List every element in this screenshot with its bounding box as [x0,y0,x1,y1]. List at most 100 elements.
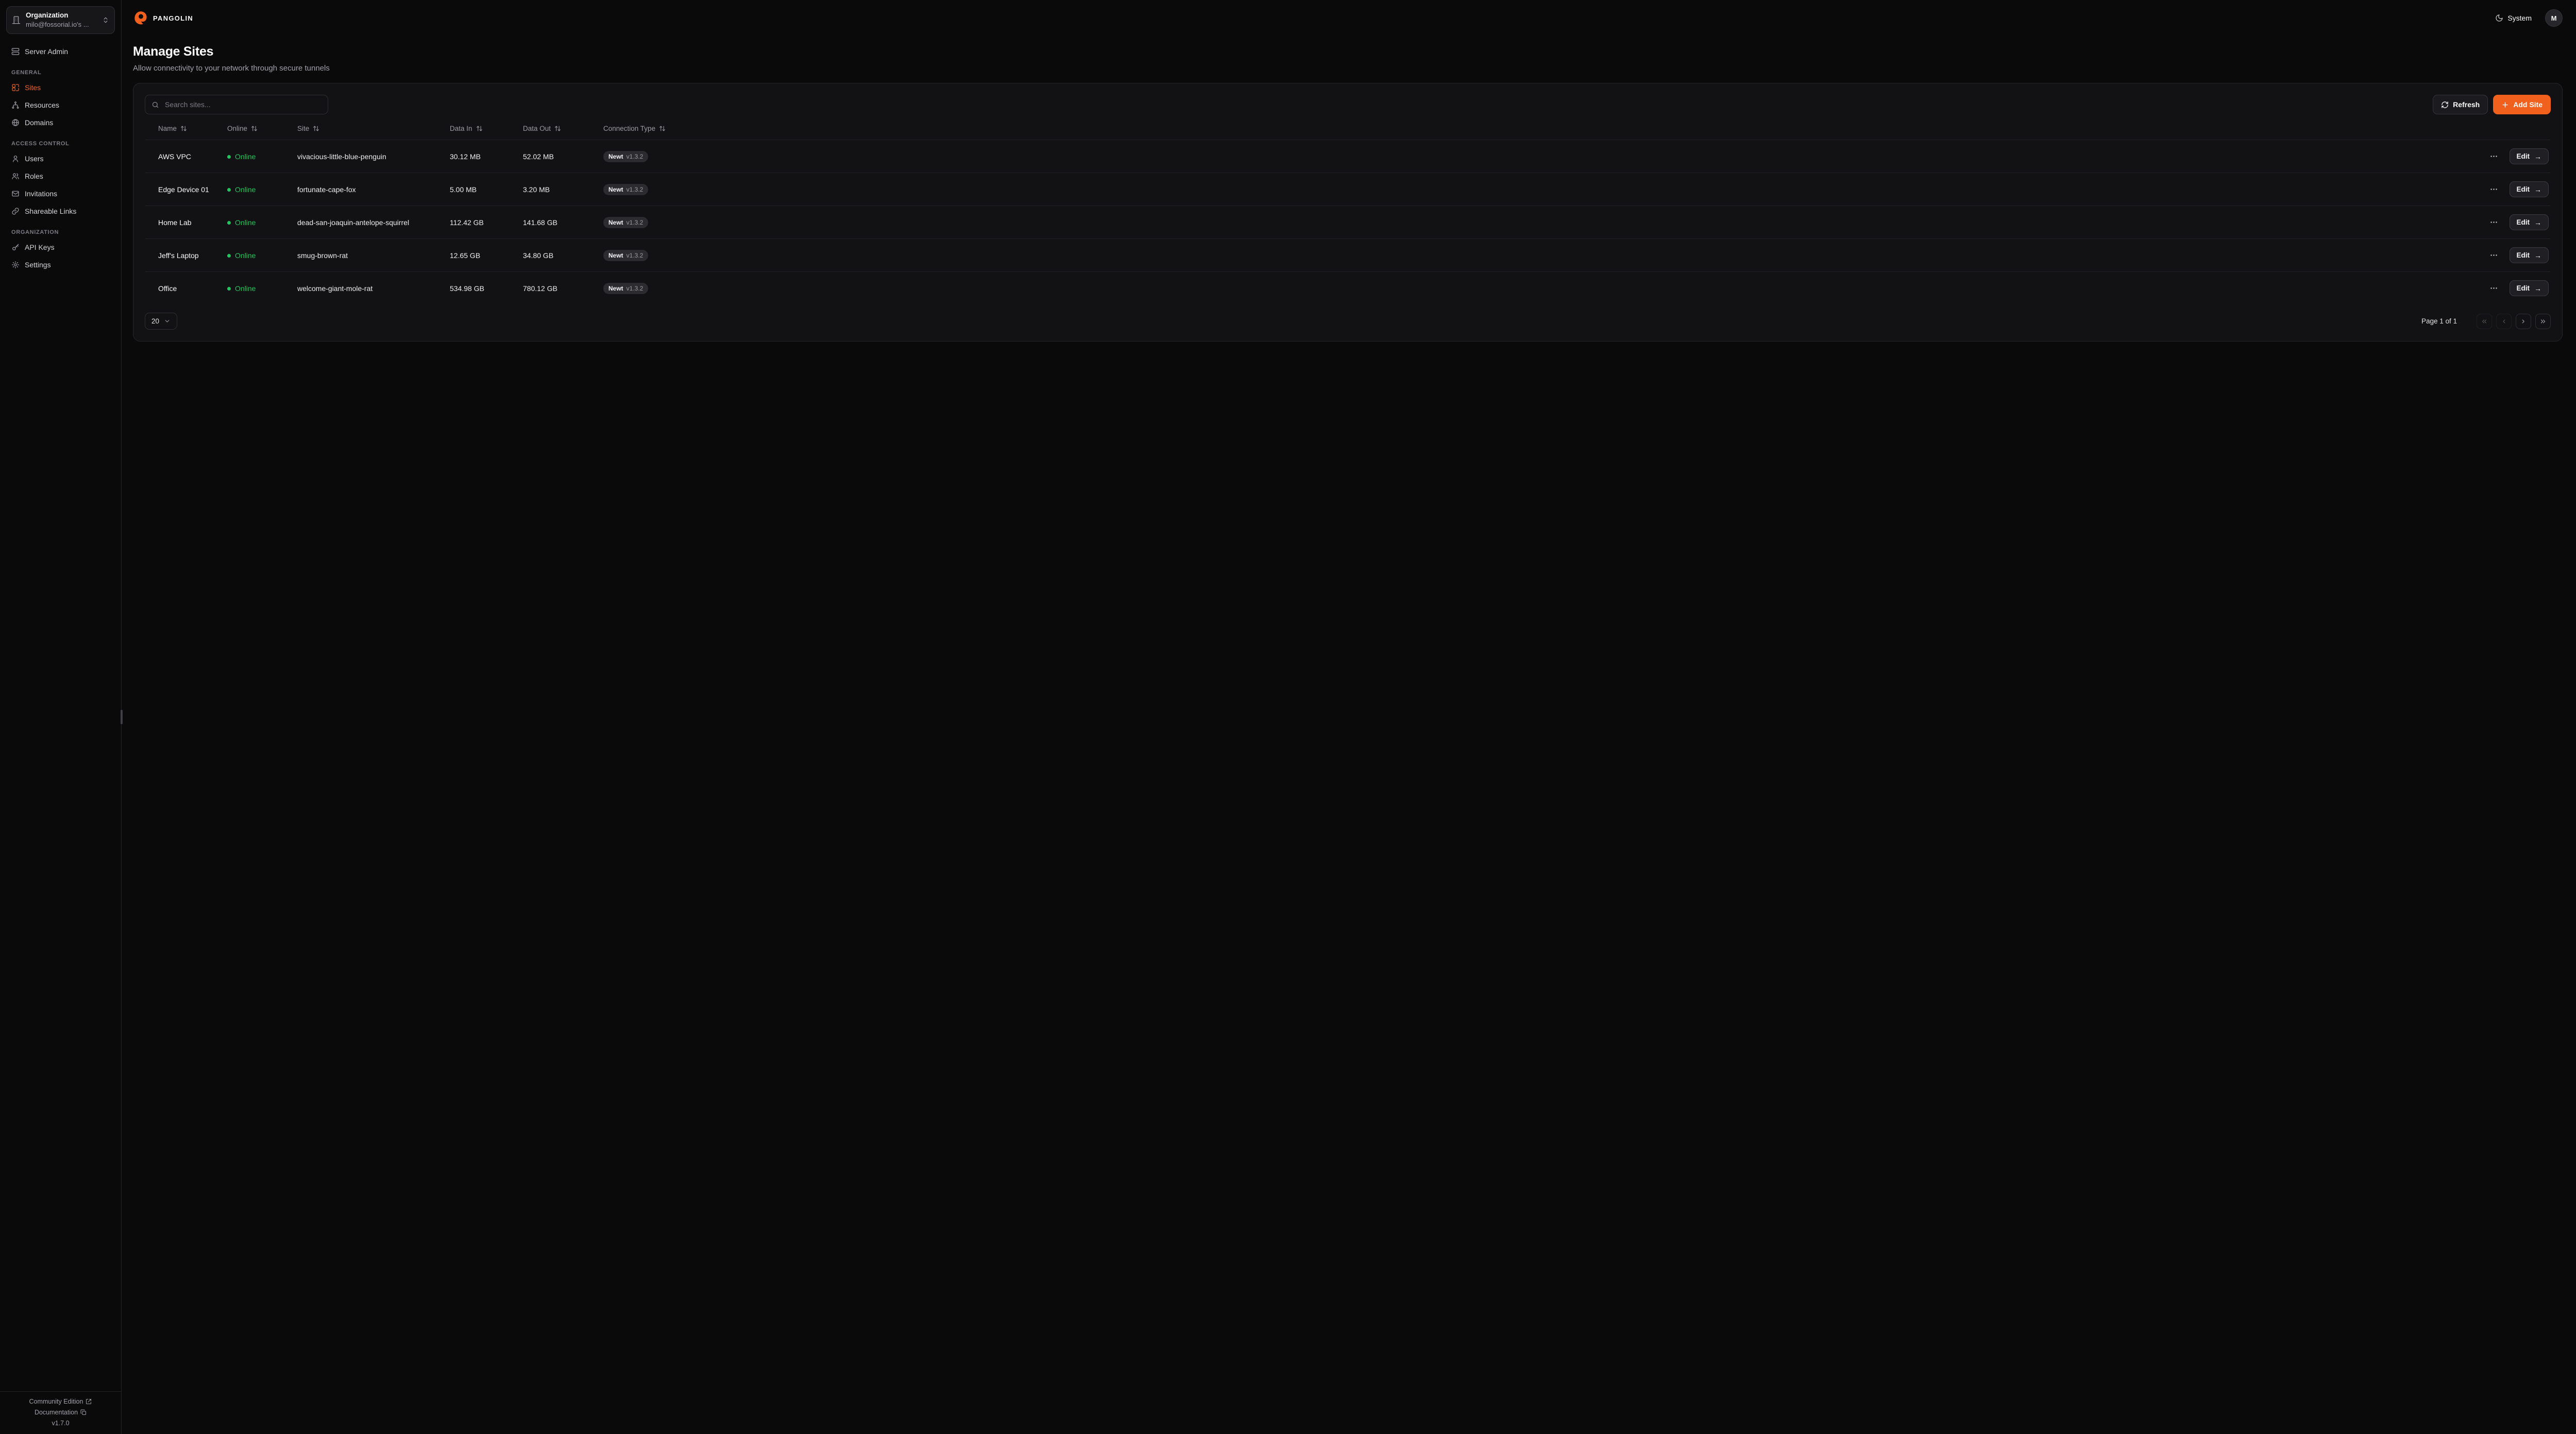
row-menu-button[interactable] [2487,183,2500,196]
sidebar-item-resources[interactable]: Resources [6,97,115,113]
sort-site-button[interactable]: Site [297,125,319,132]
ellipsis-icon [2490,156,2497,157]
connection-version: v1.3.2 [626,284,643,292]
add-site-button[interactable]: Add Site [2493,95,2551,114]
sidebar-resize-handle[interactable] [121,710,123,724]
sort-icon [251,126,257,131]
row-menu-button[interactable] [2487,150,2500,163]
sidebar-item-label: Server Admin [25,47,69,56]
edit-button[interactable]: Edit → [2509,280,2549,296]
site-slug: welcome-giant-mole-rat [297,284,373,293]
row-menu-button[interactable] [2487,282,2500,295]
sidebar-item-label: Users [25,154,44,163]
online-label: Online [235,284,256,293]
column-header-data-out: Data Out [523,125,551,132]
sort-icon [555,126,561,131]
edit-button[interactable]: Edit → [2509,181,2549,197]
globe-icon [12,119,19,126]
page-size-select[interactable]: 20 [145,313,178,330]
row-menu-button[interactable] [2487,216,2500,229]
site-name: Home Lab [158,218,192,227]
brand-name: PANGOLIN [153,14,194,22]
sidebar-item-server-admin[interactable]: Server Admin [6,43,115,60]
edit-label: Edit [2516,218,2530,226]
row-menu-button[interactable] [2487,249,2500,262]
table-row: Office Online welcome-giant-mole-rat 534… [145,271,2551,305]
previous-page-button[interactable] [2496,313,2512,329]
chevrons-up-down-icon [104,17,108,23]
avatar[interactable]: M [2545,9,2563,27]
column-header-data-in: Data In [450,125,472,132]
sidebar-item-invitations[interactable]: Invitations [6,185,115,202]
org-text: Organization milo@fossorial.io's ... [26,11,97,29]
data-in-value: 534.98 GB [450,284,484,293]
chevron-left-icon [2503,319,2505,323]
connection-type-badge: Newt v1.3.2 [603,282,649,294]
connection-name: Newt [608,218,623,226]
sort-data-in-button[interactable]: Data In [450,125,483,132]
online-status: Online [227,185,256,194]
page-title: Manage Sites [133,44,214,59]
plus-icon [2502,101,2508,108]
online-label: Online [235,218,256,227]
sort-online-button[interactable]: Online [227,125,258,132]
sidebar-item-roles[interactable]: Roles [6,168,115,184]
sort-connection-type-button[interactable]: Connection Type [603,125,666,132]
column-header-online: Online [227,125,248,132]
site-name: Edge Device 01 [158,185,209,194]
ellipsis-icon [2490,221,2497,223]
community-edition-link[interactable]: Community Edition [29,1398,92,1405]
sidebar-item-domains[interactable]: Domains [6,114,115,131]
connection-name: Newt [608,251,623,259]
page-subtitle: Allow connectivity to your network throu… [133,64,330,73]
last-page-button[interactable] [2535,313,2551,329]
sidebar-footer: Community Edition Documentation v1.7.0 [0,1391,121,1434]
edit-button[interactable]: Edit → [2509,214,2549,230]
refresh-label: Refresh [2453,100,2480,109]
org-picker[interactable]: Organization milo@fossorial.io's ... [6,6,115,34]
refresh-button[interactable]: Refresh [2433,95,2488,114]
brand[interactable]: PANGOLIN [133,10,193,26]
topbar-right: System M [2492,9,2563,27]
arrow-right-icon: → [2534,284,2541,293]
user-icon [13,155,18,162]
documentation-link[interactable]: Documentation [35,1409,87,1416]
sidebar-item-sites[interactable]: Sites [6,79,115,96]
sort-data-out-button[interactable]: Data Out [523,125,561,132]
edit-button[interactable]: Edit → [2509,148,2549,164]
theme-toggle-button[interactable]: System [2492,13,2535,23]
sort-icon [476,126,482,131]
first-page-button[interactable] [2477,313,2492,329]
search-input[interactable] [164,100,321,109]
sidebar-item-label: API Keys [25,243,55,251]
org-value: milo@fossorial.io's ... [26,21,89,29]
sidebar-item-label: Resources [25,100,59,109]
online-dot [227,187,231,192]
pager: Page 1 of 1 [2421,313,2551,329]
sort-icon [659,126,665,131]
edit-button[interactable]: Edit → [2509,247,2549,263]
chevrons-left-icon [2482,319,2487,323]
ellipsis-icon [2490,287,2497,289]
sidebar-item-settings[interactable]: Settings [6,257,115,273]
data-out-value: 34.80 GB [523,251,554,260]
data-in-value: 30.12 MB [450,152,481,161]
sidebar-item-users[interactable]: Users [6,150,115,167]
arrow-right-icon: → [2534,218,2541,227]
next-page-button[interactable] [2516,313,2531,329]
sidebar-item-api-keys[interactable]: API Keys [6,239,115,255]
site-slug: dead-san-joaquin-antelope-squirrel [297,218,410,227]
moon-icon [2496,14,2503,22]
column-header-connection-type: Connection Type [603,125,656,132]
site-slug: vivacious-little-blue-penguin [297,152,386,161]
sidebar-item-shareable-links[interactable]: Shareable Links [6,203,115,219]
connection-name: Newt [608,152,623,160]
pangolin-logo [134,11,147,25]
connection-type-badge: Newt v1.3.2 [603,150,649,162]
sort-name-button[interactable]: Name [158,125,187,132]
edit-label: Edit [2516,152,2530,160]
table-footer: 20 Page 1 of 1 [145,313,2551,330]
chevron-down-icon [165,320,170,322]
data-out-value: 141.68 GB [523,218,557,227]
server-icon [11,48,20,55]
